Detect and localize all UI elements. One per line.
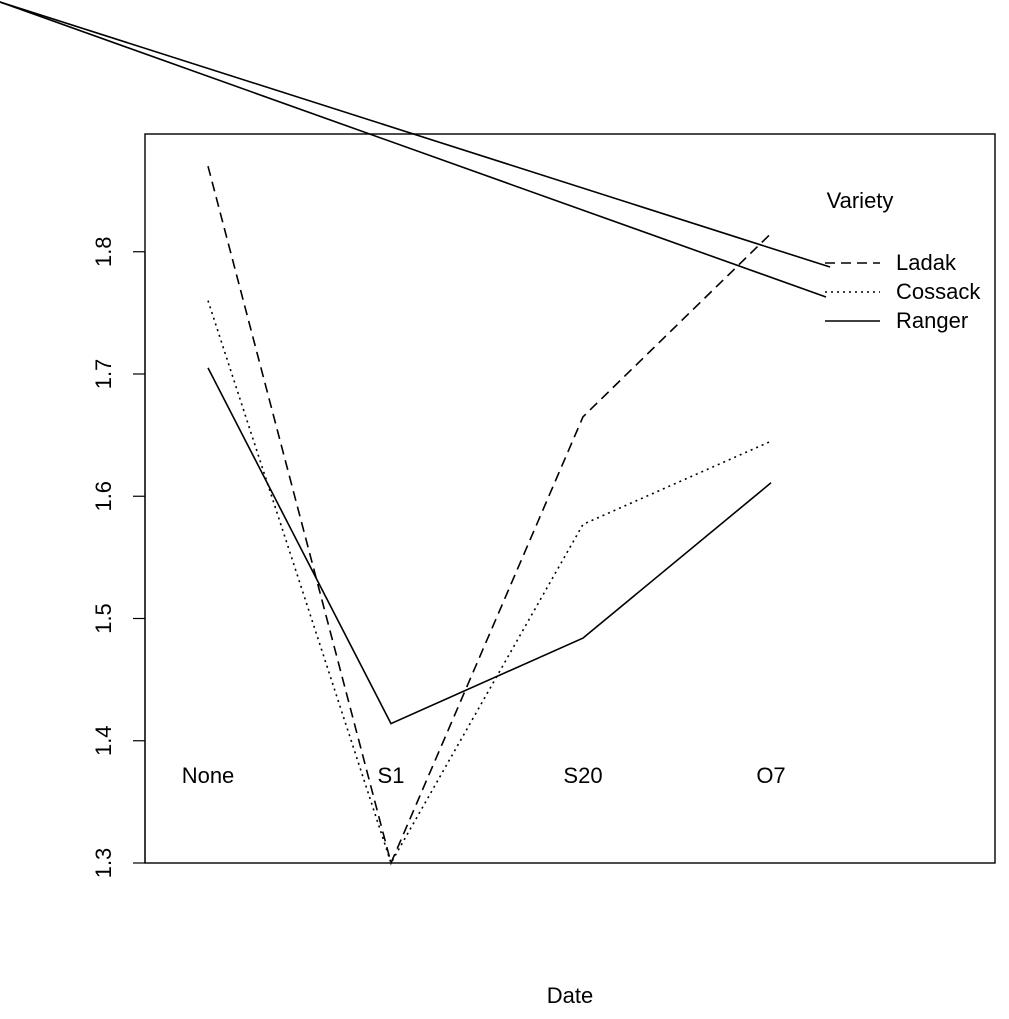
series-line-ranger <box>207 367 772 725</box>
series-group <box>207 165 772 866</box>
legend-label-ranger: Ranger <box>896 308 968 333</box>
legend: Variety Ladak Cossack Ranger <box>0 1 981 333</box>
y-tick-label: 1.8 <box>91 236 116 267</box>
x-tick-label: None <box>182 763 235 788</box>
legend-title: Variety <box>827 188 894 213</box>
y-tick-label: 1.5 <box>91 603 116 634</box>
stray-line <box>0 1 827 298</box>
legend-label-cossack: Cossack <box>896 279 981 304</box>
y-tick-label: 1.7 <box>91 359 116 390</box>
series-line-ladak <box>207 165 772 866</box>
x-tick-label: S1 <box>378 763 405 788</box>
y-tick-label: 1.4 <box>91 725 116 756</box>
y-tick-label: 1.3 <box>91 848 116 879</box>
x-tick-label: S20 <box>563 763 602 788</box>
x-axis: None S1 S20 O7 <box>182 763 786 788</box>
plot-frame <box>144 133 996 864</box>
series-line-cossack <box>207 300 772 865</box>
legend-label-ladak: Ladak <box>896 250 957 275</box>
x-axis-label: Date <box>547 983 593 1008</box>
y-tick-label: 1.6 <box>91 481 116 512</box>
stray-line <box>0 1 831 268</box>
y-axis: 1.3 1.4 1.5 1.6 1.7 1.8 <box>91 236 146 879</box>
x-tick-label: O7 <box>756 763 785 788</box>
